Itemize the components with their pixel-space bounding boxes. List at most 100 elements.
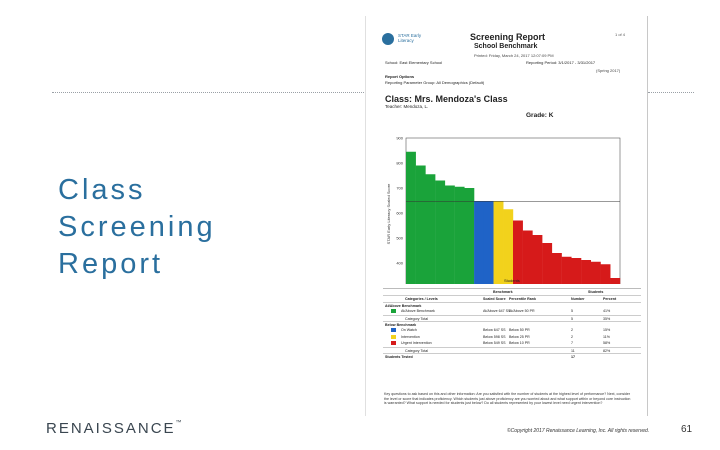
blue-swatch <box>391 328 396 333</box>
table-cell: 11 <box>571 348 575 353</box>
table-cell: Below 647 SS <box>483 328 506 333</box>
x-axis-label: Students <box>504 278 520 283</box>
table-cell: Benchmark <box>493 290 513 294</box>
chart-bar <box>474 201 485 284</box>
table-cell: 17 <box>571 354 575 359</box>
table-row: On Watch Below 647 SS Below 50 PR 2 15% <box>383 327 641 333</box>
table-cell: At/Above Benchmark <box>401 309 435 314</box>
renaissance-logo: RENAISSANCE™ <box>46 420 184 437</box>
report-document: STAR Early Literacy 1 of 4 Screening Rep… <box>365 16 648 416</box>
table-cell: 7 <box>571 341 573 346</box>
table-cell: Category Total <box>405 316 429 321</box>
benchmark-table: Benchmark Students Categories / Levels Scal… <box>383 288 641 359</box>
red-swatch <box>391 341 396 346</box>
table-cell: Students Tested <box>385 354 413 359</box>
table-row: At/Above Benchmark At/Above 647 SS At/Abov… <box>383 308 641 314</box>
table-cell: Number <box>571 297 585 302</box>
table-cell: Urgent Intervention <box>401 341 432 346</box>
slide-title-line-1: Class <box>58 174 146 206</box>
table-section: At/Above Benchmark <box>383 301 641 308</box>
chart-bar <box>493 201 504 284</box>
table-cell: Percent <box>603 297 617 302</box>
table-cell: 2 <box>571 328 573 333</box>
chart-bar <box>415 165 426 284</box>
screening-bar-chart: 900800700600500400300STAR Early Literacy… <box>386 136 621 284</box>
table-cell: At/Above Benchmark <box>385 303 422 308</box>
table-cell: Below 25 PR <box>509 334 530 339</box>
chart-bar <box>561 256 572 284</box>
green-swatch <box>391 309 396 314</box>
chart-bar <box>551 253 562 284</box>
report-period: Reporting Period: 3/1/2017 - 3/31/2017 <box>526 60 596 65</box>
chart-bar <box>610 278 621 284</box>
chart-bar <box>454 186 465 284</box>
table-cell: 15% <box>603 328 611 333</box>
y-tick-label: 600 <box>396 211 403 216</box>
table-cell: At/Above 647 SS <box>483 309 511 314</box>
table-header-group: Benchmark Students <box>383 289 641 295</box>
table-cell: Percentile Rank <box>509 297 536 302</box>
dotted-divider-right <box>648 92 694 93</box>
report-printed: Printed: Friday, March 24, 2017 12:07:09… <box>474 53 554 58</box>
logo-text: STAR Early Literacy <box>398 33 422 43</box>
table-cell: Below 598 SS <box>483 334 506 339</box>
table-cell: Scaled Score <box>483 297 506 302</box>
table-total-row: Category Total 11 82% <box>383 346 641 353</box>
report-basis: (Spring 2017) <box>596 68 621 73</box>
chart-bar <box>581 260 592 284</box>
table-cell: Below 549 SS <box>483 341 506 346</box>
table-cell: 11% <box>603 334 610 339</box>
chart-bar <box>483 201 494 284</box>
yellow-swatch <box>391 334 396 339</box>
y-tick-label: 900 <box>396 136 403 141</box>
table-row: Urgent Intervention Below 549 SS Below 10 … <box>383 340 641 346</box>
report-title: Screening Report <box>470 32 546 42</box>
table-cell: On Watch <box>401 328 417 333</box>
table-cell: 5 <box>571 316 573 321</box>
slide-page-number: 61 <box>681 424 693 435</box>
report-school: School: East Elementary School <box>385 60 443 65</box>
chart-bar <box>600 264 611 284</box>
table-cell: Categories / Levels <box>405 297 438 302</box>
table-cell: Category Total <box>405 348 429 353</box>
chart-bar <box>503 209 514 284</box>
table-cell: Below 50 PR <box>509 328 530 333</box>
y-axis-label: STAR Early Literacy Scaled Score <box>386 183 391 244</box>
table-cell: Below Benchmark <box>385 322 417 327</box>
chart-bar <box>532 235 543 284</box>
report-subtitle: School Benchmark <box>474 43 538 50</box>
table-cell: 41% <box>603 309 611 314</box>
table-cell: Below 10 PR <box>509 341 530 346</box>
table-cell: At/Above 50 PR <box>509 309 535 314</box>
y-tick-label: 700 <box>396 186 403 191</box>
class-title: Class: Mrs. Mendoza's Class <box>385 94 508 104</box>
table-cell: 82% <box>603 348 611 353</box>
table-row: Intervention Below 598 SS Below 25 PR 2 11% <box>383 334 641 340</box>
teacher-name: Teacher: Mendoza, L. <box>385 104 429 109</box>
slide-title: Class Screening Report <box>58 172 216 283</box>
report-options-value: Reporting Parameter Group: All Demograph… <box>385 80 485 85</box>
table-section: Below Benchmark <box>383 320 641 327</box>
y-tick-label: 400 <box>396 261 403 266</box>
table-cell: 5 <box>571 309 573 314</box>
star-logo-icon <box>382 33 394 45</box>
grade-label: Grade: K <box>526 112 554 119</box>
table-cell: 2 <box>571 334 573 339</box>
chart-bar <box>435 180 446 284</box>
copyright: ©Copyright 2017 Renaissance Learning, In… <box>507 428 650 434</box>
table-cell: Intervention <box>401 334 420 339</box>
chart-bar <box>513 220 523 284</box>
y-tick-label: 800 <box>396 161 403 166</box>
brand-text: RENAISSANCE <box>46 420 176 437</box>
table-header: Categories / Levels Scaled Score Percentil… <box>383 295 641 301</box>
chart-bar <box>542 243 553 284</box>
chart-bar <box>464 188 475 284</box>
chart-bar <box>444 185 455 284</box>
chart-bar <box>522 230 533 284</box>
chart-bar <box>406 151 416 284</box>
chart-bar <box>571 258 582 284</box>
slide-title-line-2: Screening <box>58 211 216 243</box>
table-cell: 35% <box>603 316 611 321</box>
y-tick-label: 500 <box>396 236 403 241</box>
